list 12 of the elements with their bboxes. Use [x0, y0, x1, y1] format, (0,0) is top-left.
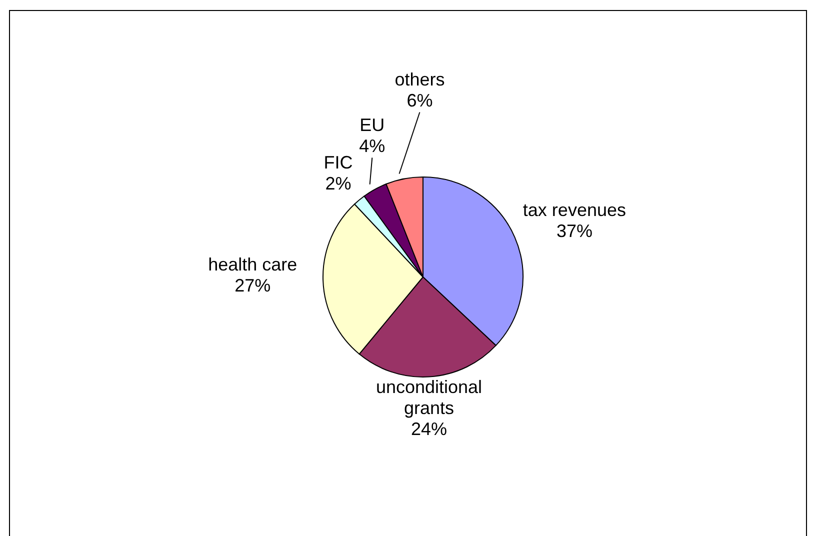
slice-label: EU [360, 115, 385, 136]
slice-label: others [394, 70, 445, 90]
slice-label: health care [208, 254, 298, 274]
slice-label: unconditional grants [376, 377, 482, 418]
slice-label: FIC [324, 152, 353, 172]
data-label: 37% [556, 220, 592, 241]
slice-label: tax revenues [522, 200, 626, 220]
data-label: 4% [359, 136, 386, 156]
data-label: 27% [234, 275, 271, 296]
data-label: 2% [325, 173, 352, 194]
data-label: 24% [411, 419, 448, 440]
data-label: 6% [406, 90, 433, 111]
